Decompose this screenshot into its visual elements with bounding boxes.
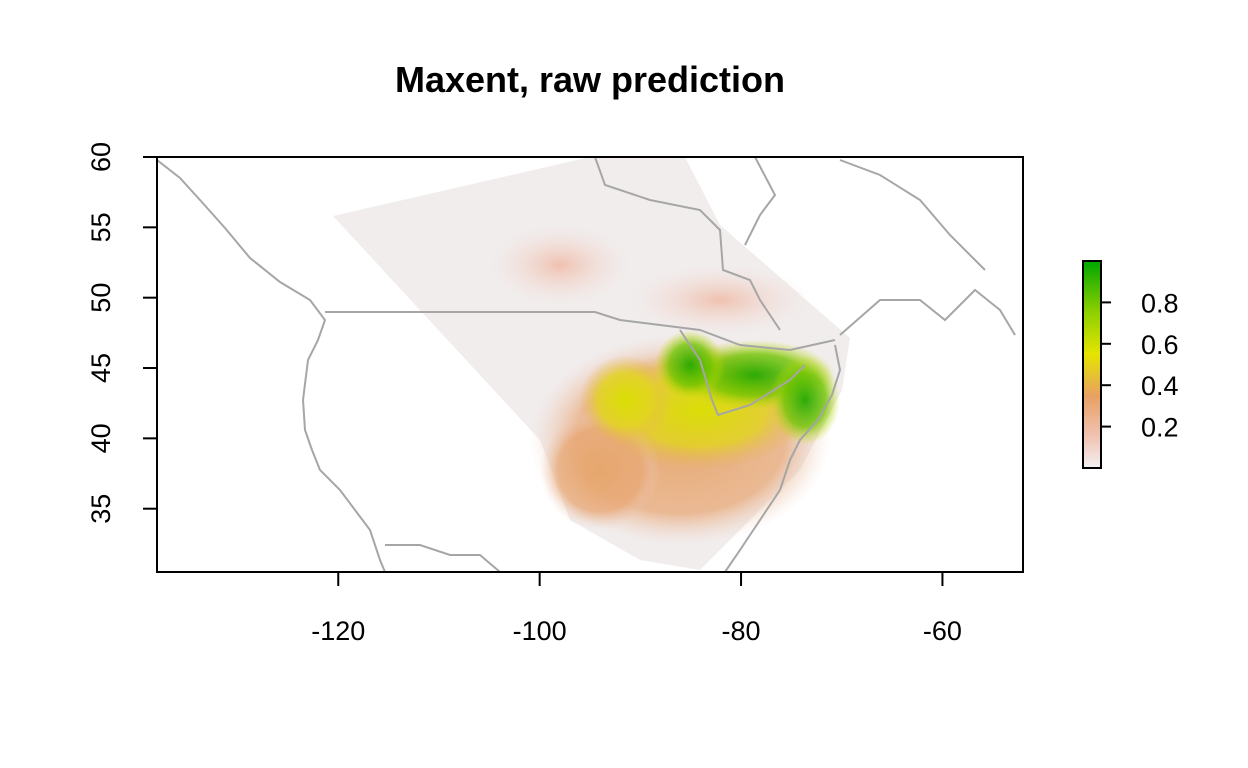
gulf-coast-boundary [385,544,501,572]
very-high-suitability-northeast [770,355,840,445]
x-tick-label: -80 [722,616,761,646]
atlantic-coast-boundary [724,344,842,572]
x-tick-label: -60 [923,616,962,646]
plot-frame [156,156,1024,573]
low-suitability-ontario [630,265,810,335]
prediction-raster [333,157,850,570]
x-tick-label: -120 [311,616,365,646]
low-suitability-north [490,225,630,305]
y-axis: 35 40 45 50 55 60 [86,142,157,524]
west-coast-boundary [157,159,386,572]
high-suitability-west [580,355,670,445]
labrador-outline [839,159,986,271]
y-tick-label: 55 [86,212,116,242]
hudson-bay-east-outline [744,157,777,246]
legend-colorbar [1082,260,1102,469]
great-lakes-outline [679,329,806,417]
x-axis: -120 -100 -80 -60 [311,572,962,646]
color-legend: 0.2 0.4 0.6 0.8 [1082,260,1179,469]
legend-ticks: 0.2 0.4 0.6 0.8 [1101,288,1179,443]
y-tick-label: 50 [86,283,116,313]
y-tick-label: 35 [86,494,116,524]
very-high-suitability-michigan [655,330,725,400]
chart-title: Maxent, raw prediction [395,59,785,100]
y-tick-label: 45 [86,353,116,383]
x-tick-label: -100 [513,616,567,646]
legend-tick-label: 0.2 [1141,413,1179,443]
us-canada-border [325,311,836,352]
legend-tick-label: 0.8 [1141,288,1179,318]
y-tick-label: 60 [86,142,116,172]
y-tick-label: 40 [86,423,116,453]
maritime-outline [839,288,1016,336]
hudson-bay-outline [594,157,781,331]
legend-tick-label: 0.6 [1141,330,1179,360]
country-boundaries [157,157,1016,572]
legend-tick-label: 0.4 [1141,371,1179,401]
